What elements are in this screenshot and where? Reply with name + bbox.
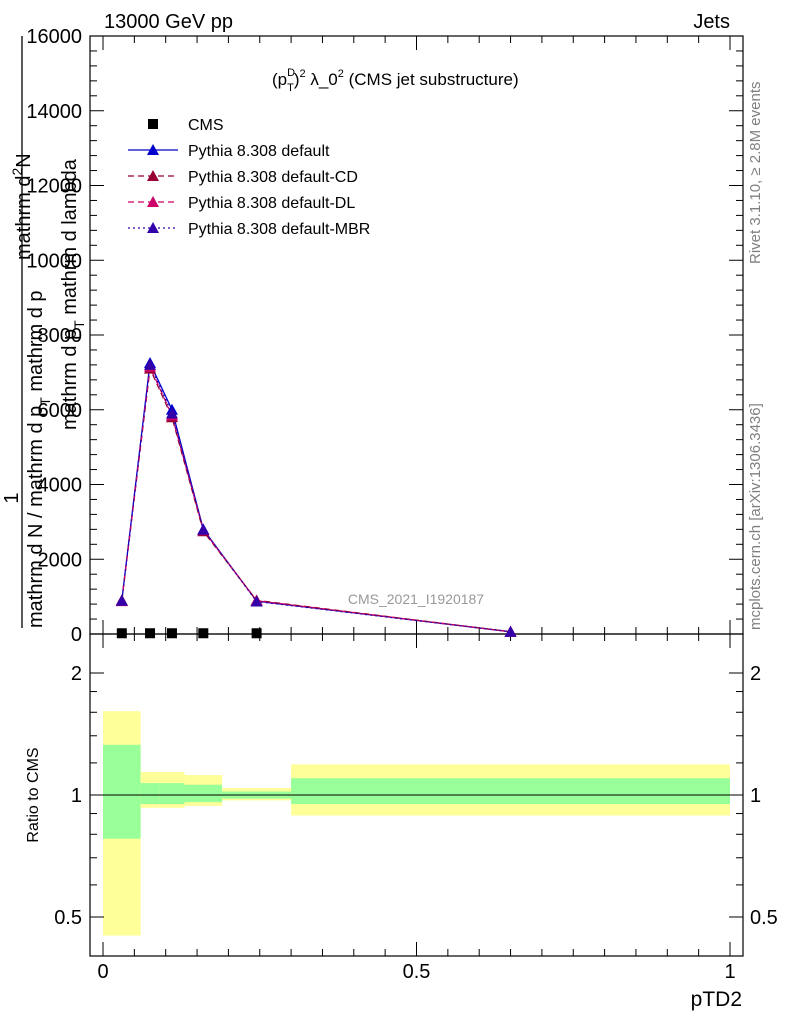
ratio-inner-band-2 [159, 783, 185, 805]
main-ylabel: 1 mathrm d N / mathrm d pT mathrm d p ma… [1, 36, 87, 628]
legend-label-2: Pythia 8.308 default-CD [188, 169, 358, 186]
ratio-ytick-label-left: 2 [71, 663, 82, 685]
legend-label-3: Pythia 8.308 default-DL [188, 195, 355, 212]
legend-label-0: CMS [188, 117, 224, 134]
data-point-4-0 [115, 594, 128, 606]
svg-text:1: 1 [1, 492, 23, 503]
mcplots-reference-text: mcplots.cern.ch [arXiv:1306.3436] [747, 403, 764, 630]
plot-title: (pD T)2 λ_02 (CMS jet substructure) [272, 67, 519, 94]
data-point-0-4 [251, 628, 262, 639]
x-axis-label: pTD2 [691, 988, 742, 1011]
data-point-4-4 [250, 595, 263, 607]
data-point-4-2 [165, 407, 178, 419]
ratio-ytick-label-left: 1 [71, 785, 82, 807]
ratio-ytick-label-right: 1 [750, 785, 761, 807]
main-ytick-label: 10000 [26, 250, 82, 272]
rivet-version-text: Rivet 3.1.10, ≥ 2.8M events [747, 82, 764, 265]
x-tick-label: 0 [97, 961, 108, 983]
ratio-inner-band-3 [184, 784, 223, 803]
main-ytick-label: 2000 [38, 549, 83, 571]
svg-text:mathrm d pT mathrm d lambda: mathrm d pT mathrm d lambda [59, 158, 87, 430]
legend-marker-4 [147, 222, 159, 233]
series-lines [121, 360, 511, 633]
ratio-ytick-label-right: 0.5 [750, 907, 778, 929]
ratio-inner-band-5 [291, 778, 730, 805]
ratio-inner-band-0 [103, 744, 141, 839]
main-ytick-label: 14000 [26, 101, 82, 123]
data-point-0-0 [116, 628, 127, 639]
svg-text:mathrm d N / mathrm d pT mathr: mathrm d N / mathrm d pT mathrm d p [25, 290, 53, 628]
ratio-bands [103, 711, 730, 936]
ratio-ytick-label-right: 2 [750, 663, 761, 685]
main-ytick-label: 16000 [26, 26, 82, 48]
legend-marker-2 [147, 170, 159, 181]
x-tick-label: 1 [724, 961, 735, 983]
main-ytick-label: 4000 [38, 475, 83, 497]
x-tick-label: 0.5 [403, 961, 431, 983]
ratio-inner-band-1 [140, 783, 160, 805]
data-point-4-3 [197, 523, 210, 535]
svg-text:mathrm d2N: mathrm d2N [9, 153, 35, 260]
main-ytick-label: 8000 [38, 325, 83, 347]
data-point-0-2 [166, 628, 177, 639]
analysis-watermark: CMS_2021_I1920187 [348, 591, 484, 607]
ratio-ylabel: Ratio to CMS [25, 747, 42, 842]
data-point-0-1 [145, 628, 156, 639]
legend: CMS Pythia 8.308 default Pythia 8.308 defa… [128, 117, 370, 238]
main-ytick-label: 12000 [26, 176, 82, 198]
data-point-4-1 [144, 358, 157, 370]
legend-label-4: Pythia 8.308 default-MBR [188, 221, 370, 238]
data-point-0-3 [198, 628, 209, 639]
ratio-ytick-label-left: 0.5 [54, 907, 82, 929]
series-line-4 [121, 362, 511, 633]
main-ytick-label: 0 [71, 624, 82, 646]
legend-marker-0 [148, 119, 158, 129]
main-ytick-label: 6000 [38, 400, 83, 422]
axis-ticks: 0 2000 4000 6000 8000 10000 12000 14000 16000 0 0.… [26, 26, 777, 983]
data-point-4-5 [504, 625, 517, 637]
header-jets: Jets [693, 11, 730, 33]
header-energy: 13000 GeV pp [104, 11, 233, 33]
legend-marker-1 [147, 144, 159, 155]
legend-marker-3 [147, 196, 159, 207]
series-markers [115, 357, 517, 639]
legend-label-1: Pythia 8.308 default [188, 143, 330, 160]
